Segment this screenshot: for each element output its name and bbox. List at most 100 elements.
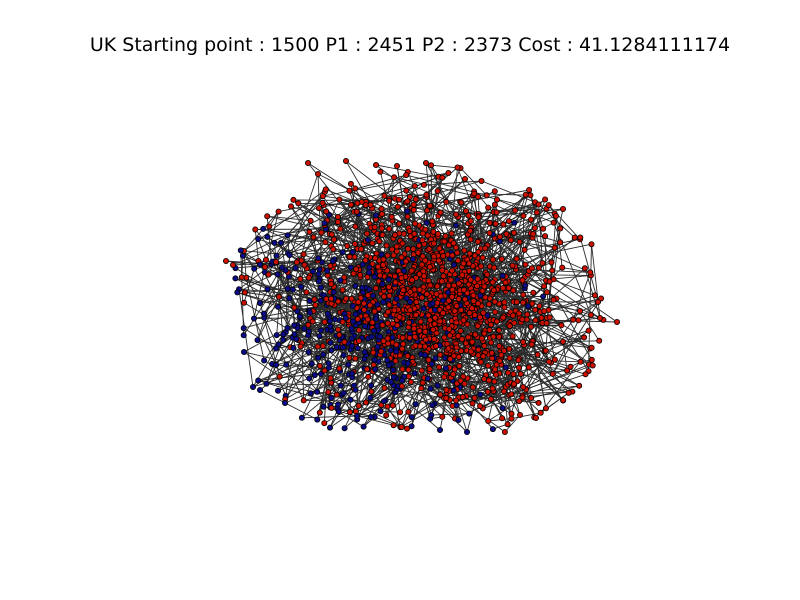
node-partition-1 [417,318,424,325]
node-partition-1 [588,344,595,351]
node-partition-1 [486,327,493,334]
node-partition-2 [315,278,322,285]
node-partition-1 [390,422,397,429]
graph-edge [538,267,618,323]
node-partition-2 [301,325,308,332]
node-partition-2 [341,425,348,432]
node-partition-1 [469,384,476,391]
node-partition-1 [499,285,506,292]
node-partition-2 [385,328,392,335]
node-partition-1 [355,327,362,334]
node-partition-1 [369,319,376,326]
node-partition-1 [379,231,386,238]
node-partition-1 [493,318,500,325]
graph-edge [349,190,377,220]
node-partition-1 [346,409,353,416]
graph-edge [376,216,408,254]
graph-edge [278,202,323,213]
node-partition-2 [404,360,411,367]
node-partition-1 [520,299,527,306]
node-partition-2 [260,225,267,232]
node-partition-1 [430,326,437,333]
graph-edge [237,261,298,293]
node-partition-2 [283,361,290,368]
node-partition-1 [421,343,428,350]
node-partition-1 [412,342,419,349]
node-partition-1 [455,353,462,360]
node-partition-1 [525,364,532,371]
node-partition-2 [364,237,371,244]
node-partition-1 [537,409,544,416]
node-partition-2 [371,273,378,280]
node-partition-1 [528,216,535,223]
node-partition-2 [237,247,244,254]
graph-edge [562,267,591,273]
node-partition-1 [477,358,484,365]
node-partition-1 [491,298,498,305]
node-partition-1 [411,333,418,340]
graph-edge [439,377,452,431]
node-partition-2 [317,370,324,377]
node-partition-1 [485,417,492,424]
node-partition-1 [475,346,482,353]
graph-edge [508,348,537,419]
node-partition-2 [327,339,334,346]
node-partition-1 [425,356,432,363]
node-partition-1 [452,211,459,218]
node-partition-2 [450,387,457,394]
node-partition-1 [457,377,464,384]
node-partition-1 [524,311,531,318]
node-partition-1 [446,332,453,339]
node-partition-1 [392,357,399,364]
node-partition-1 [328,295,335,302]
node-partition-1 [363,366,370,373]
node-partition-1 [398,254,405,261]
node-partition-1 [445,304,452,311]
node-partition-1 [484,388,491,395]
node-partition-1 [411,230,418,237]
node-partition-1 [407,378,414,385]
node-partition-2 [432,355,439,362]
node-partition-2 [335,401,342,408]
graph-edge [511,412,541,420]
node-partition-1 [434,283,441,290]
node-partition-1 [466,309,473,316]
graph-edge [504,414,521,433]
node-partition-1 [543,405,550,412]
graph-edge [481,180,536,203]
node-partition-1 [486,229,493,236]
graph-edge [584,268,601,319]
graph-edge [496,199,554,224]
node-partition-1 [522,261,529,268]
node-partition-1 [310,234,317,241]
node-partition-2 [280,331,287,338]
node-partition-1 [435,230,442,237]
node-partition-2 [366,269,373,276]
node-partition-1 [351,240,358,247]
node-partition-2 [385,276,392,283]
graph-edge [495,194,527,225]
node-partition-2 [427,385,434,392]
node-partition-2 [367,394,374,401]
graph-edge [276,267,283,336]
node-partition-1 [428,162,435,169]
node-partition-1 [541,308,548,315]
node-partition-2 [296,313,303,320]
node-partition-2 [499,272,506,279]
node-partition-1 [489,279,496,286]
node-partition-1 [440,252,447,259]
node-partition-1 [451,307,458,314]
node-partition-2 [429,300,436,307]
graph-edge [492,233,534,260]
node-partition-1 [481,283,488,290]
node-partition-1 [287,203,294,210]
node-partition-2 [424,375,431,382]
graph-edge [513,341,524,385]
graph-edge [356,353,407,420]
node-partition-1 [380,261,387,268]
node-partition-1 [368,388,375,395]
node-partition-1 [457,327,464,334]
node-partition-1 [559,264,566,271]
graph-edge [243,211,279,252]
node-partition-1 [455,295,462,302]
